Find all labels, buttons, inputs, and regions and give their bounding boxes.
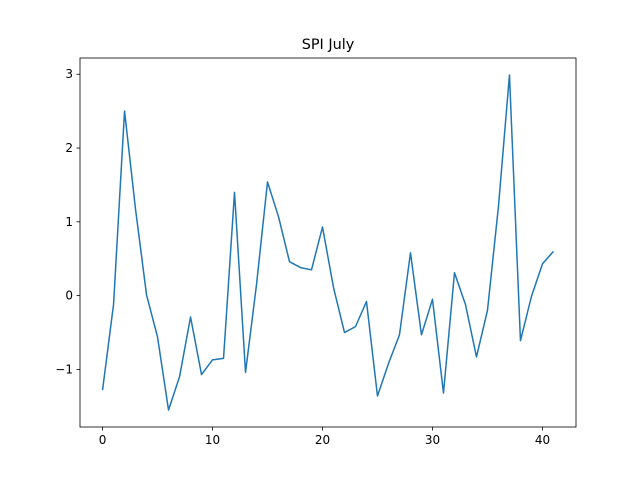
x-tick-label: 30 [425, 433, 440, 447]
y-tick-label: 1 [65, 215, 73, 229]
series-line-0 [101, 74, 555, 411]
x-tick-label: 0 [99, 433, 107, 447]
y-tick-label: −1 [55, 362, 73, 376]
x-tick-label: 10 [205, 433, 220, 447]
y-tick-label: 0 [65, 289, 73, 303]
x-tick-label: 20 [315, 433, 330, 447]
y-tick-label: 2 [65, 141, 73, 155]
x-tick-label: 40 [535, 433, 550, 447]
chart-title: SPI July [302, 37, 355, 53]
axes-frame [79, 57, 577, 428]
y-tick-label: 3 [65, 67, 73, 81]
plot-area: 0 10 20 30 40 −1 0 1 2 3 [55, 57, 577, 447]
